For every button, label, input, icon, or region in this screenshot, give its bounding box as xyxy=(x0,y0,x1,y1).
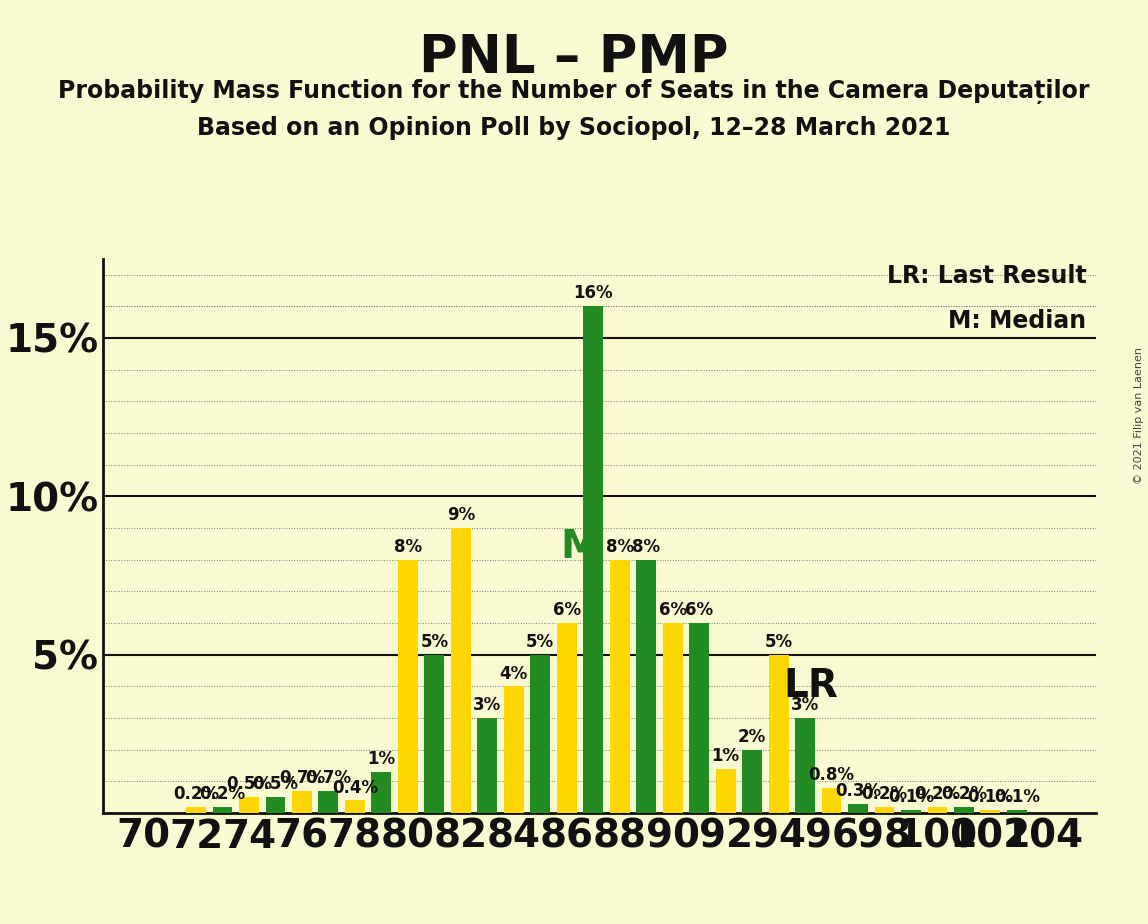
Bar xyxy=(715,769,736,813)
Bar xyxy=(901,810,921,813)
Text: 0.5%: 0.5% xyxy=(226,775,272,794)
Text: M: M xyxy=(560,528,599,566)
Bar xyxy=(636,560,657,813)
Text: 6%: 6% xyxy=(685,602,713,619)
Bar xyxy=(530,655,550,813)
Text: 9%: 9% xyxy=(447,506,475,524)
Text: 8%: 8% xyxy=(633,538,660,556)
Bar xyxy=(372,772,391,813)
Text: 0.2%: 0.2% xyxy=(173,785,219,803)
Bar xyxy=(769,655,789,813)
Text: Probability Mass Function for the Number of Seats in the Camera Deputaților: Probability Mass Function for the Number… xyxy=(59,79,1089,103)
Text: 0.1%: 0.1% xyxy=(968,788,1014,806)
Text: 6%: 6% xyxy=(659,602,687,619)
Text: 0.8%: 0.8% xyxy=(808,766,854,784)
Text: 5%: 5% xyxy=(526,633,554,650)
Text: 0.2%: 0.2% xyxy=(915,785,961,803)
Text: 6%: 6% xyxy=(552,602,581,619)
Text: 5%: 5% xyxy=(765,633,792,650)
Text: 0.2%: 0.2% xyxy=(941,785,987,803)
Bar xyxy=(848,804,868,813)
Bar xyxy=(344,800,365,813)
Bar xyxy=(212,807,232,813)
Bar xyxy=(504,687,523,813)
Text: Based on an Opinion Poll by Sociopol, 12–28 March 2021: Based on an Opinion Poll by Sociopol, 12… xyxy=(197,116,951,140)
Bar xyxy=(583,306,603,813)
Text: 0.1%: 0.1% xyxy=(887,788,934,806)
Text: 8%: 8% xyxy=(606,538,634,556)
Bar xyxy=(318,791,339,813)
Text: 8%: 8% xyxy=(394,538,422,556)
Bar xyxy=(478,718,497,813)
Text: 0.3%: 0.3% xyxy=(835,782,881,800)
Text: 4%: 4% xyxy=(499,664,528,683)
Bar xyxy=(822,788,841,813)
Bar xyxy=(398,560,418,813)
Text: PNL – PMP: PNL – PMP xyxy=(419,32,729,84)
Text: 16%: 16% xyxy=(573,285,613,302)
Bar xyxy=(557,623,576,813)
Text: 1%: 1% xyxy=(367,750,395,768)
Text: 2%: 2% xyxy=(738,728,766,746)
Bar xyxy=(742,749,762,813)
Bar xyxy=(186,807,205,813)
Bar xyxy=(1007,810,1026,813)
Text: 5%: 5% xyxy=(420,633,449,650)
Bar xyxy=(451,528,471,813)
Text: 3%: 3% xyxy=(473,697,502,714)
Text: 3%: 3% xyxy=(791,697,820,714)
Text: M: Median: M: Median xyxy=(948,309,1086,333)
Text: 0.1%: 0.1% xyxy=(994,788,1040,806)
Text: 0.2%: 0.2% xyxy=(200,785,246,803)
Bar xyxy=(610,560,629,813)
Bar xyxy=(689,623,709,813)
Bar xyxy=(928,807,947,813)
Text: LR: LR xyxy=(784,667,839,705)
Text: © 2021 Filip van Laenen: © 2021 Filip van Laenen xyxy=(1134,347,1143,484)
Bar xyxy=(796,718,815,813)
Text: 0.2%: 0.2% xyxy=(861,785,908,803)
Text: 0.7%: 0.7% xyxy=(279,769,325,787)
Text: 0.7%: 0.7% xyxy=(305,769,351,787)
Bar xyxy=(292,791,312,813)
Text: 0.4%: 0.4% xyxy=(332,779,378,796)
Bar xyxy=(662,623,683,813)
Text: 0.5%: 0.5% xyxy=(253,775,298,794)
Bar xyxy=(954,807,974,813)
Bar xyxy=(980,810,1000,813)
Text: 1%: 1% xyxy=(712,747,739,765)
Bar xyxy=(239,797,259,813)
Text: LR: Last Result: LR: Last Result xyxy=(886,264,1086,288)
Bar xyxy=(875,807,894,813)
Bar xyxy=(425,655,444,813)
Bar xyxy=(265,797,286,813)
